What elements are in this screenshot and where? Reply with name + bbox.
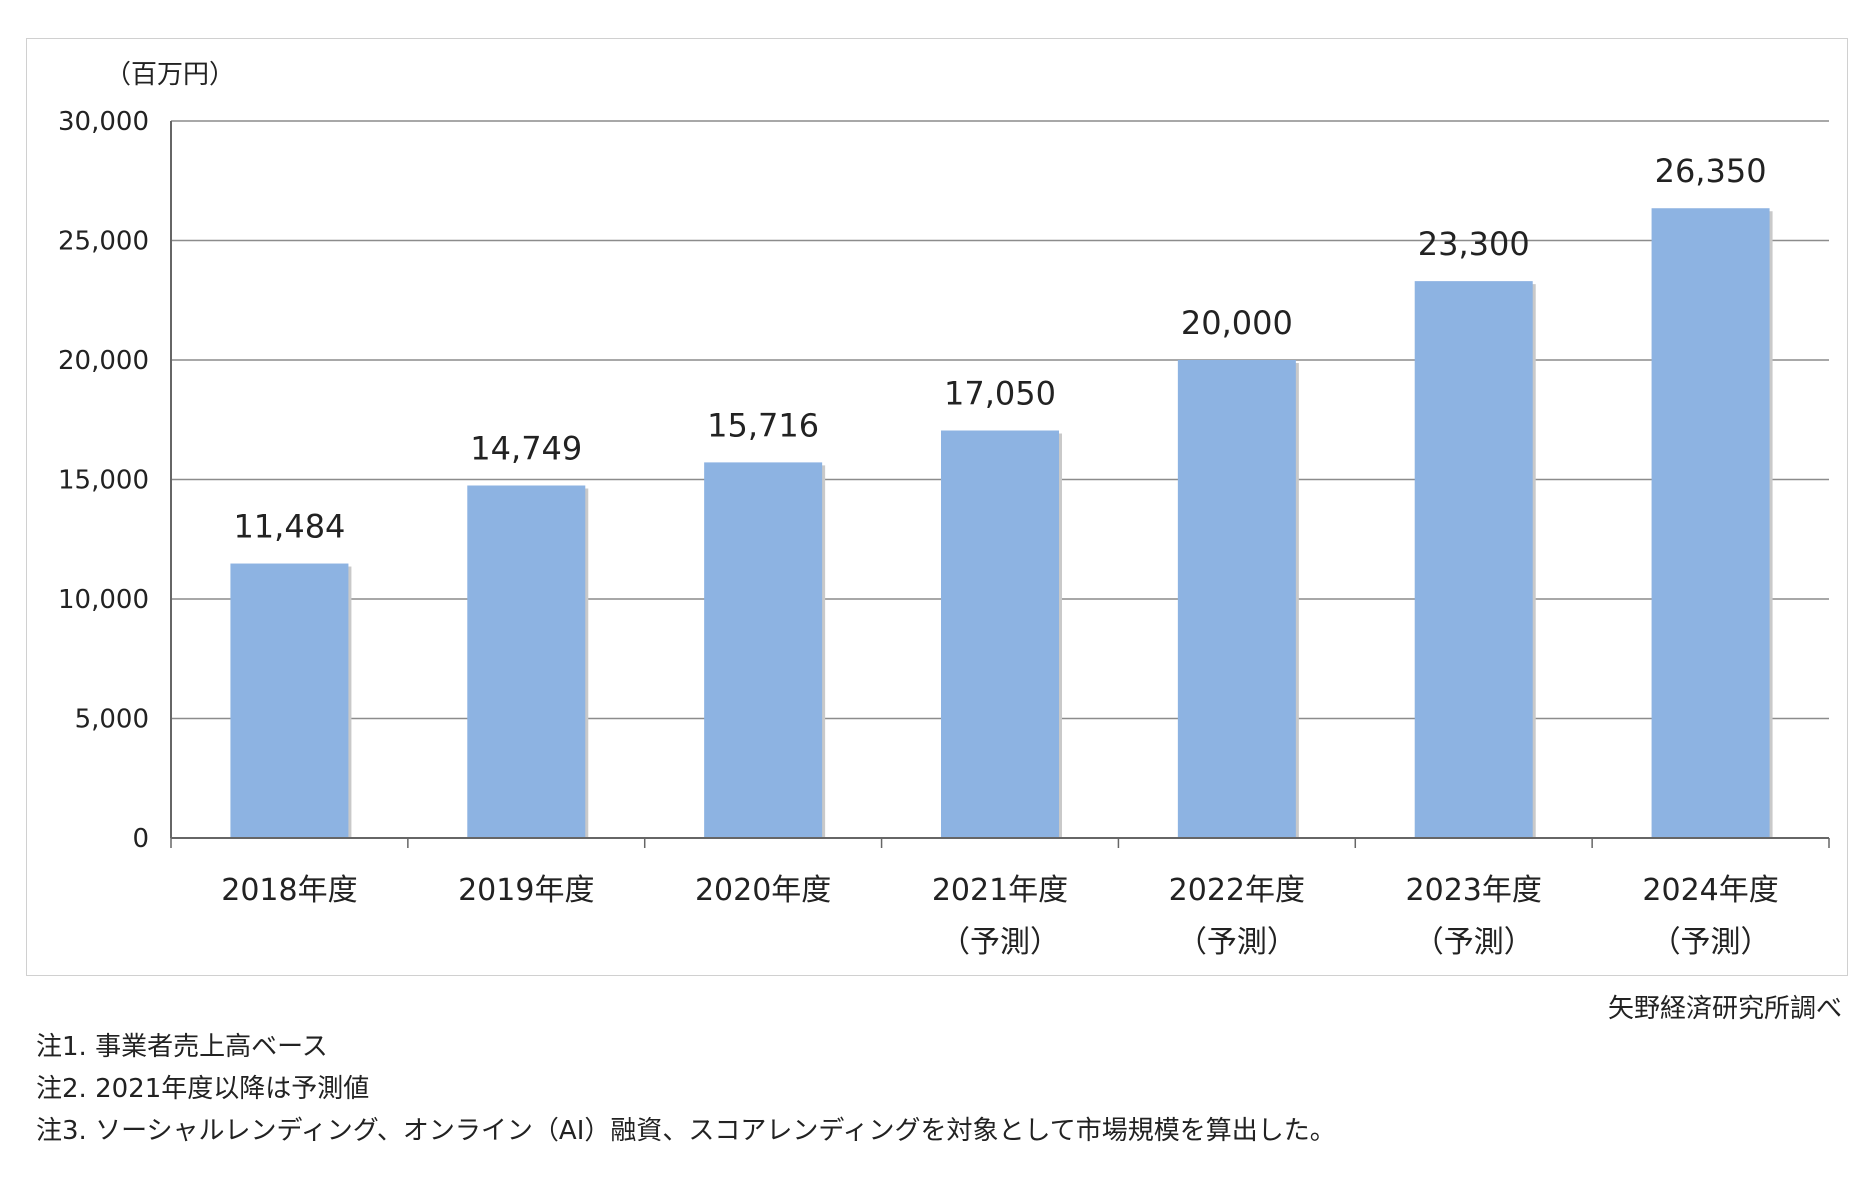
bar <box>1651 208 1770 839</box>
data-label: 15,716 <box>707 406 819 444</box>
data-label: 26,350 <box>1655 152 1767 190</box>
data-label: 23,300 <box>1418 225 1530 263</box>
data-label: 17,050 <box>944 375 1056 413</box>
bar-chart: 0 5,000 10,000 15,000 20,000 25,000 30,000 （百万円… <box>58 60 1830 960</box>
note-3: 注3. ソーシャルレンディング、オンライン（AI）融資、スコアレンディングを対象… <box>36 1116 1336 1146</box>
x-tick-label: （予測） <box>1651 925 1771 960</box>
x-tick-label: 2021年度 <box>932 873 1068 908</box>
x-tick-label: 2019年度 <box>458 873 594 908</box>
bar <box>1177 360 1296 838</box>
x-tick-label: （予測） <box>940 925 1060 960</box>
y-axis-unit: （百万円） <box>105 60 235 90</box>
x-tick-label: 2024年度 <box>1642 873 1778 908</box>
source-credit: 矢野経済研究所調べ <box>1607 994 1842 1024</box>
x-tick-label: 2020年度 <box>695 873 831 908</box>
y-tick-label: 10,000 <box>58 585 149 615</box>
chart-frame: 0 5,000 10,000 15,000 20,000 25,000 30,000 （百万円… <box>26 38 1848 976</box>
y-tick-label: 0 <box>132 824 149 854</box>
bar <box>941 430 1059 838</box>
note-2: 注2. 2021年度以降は予測値 <box>36 1074 370 1104</box>
data-label: 20,000 <box>1181 304 1293 342</box>
bar <box>704 462 823 838</box>
x-tick-label: 2023年度 <box>1406 873 1542 908</box>
y-tick-label: 30,000 <box>58 107 149 137</box>
x-tick-label: 2022年度 <box>1169 873 1305 908</box>
x-tick-label: （予測） <box>1414 925 1534 960</box>
bar <box>467 485 586 838</box>
y-tick-label: 15,000 <box>58 466 149 496</box>
note-1: 注1. 事業者売上高ベース <box>36 1032 328 1062</box>
x-tick-label: （予測） <box>1177 925 1297 960</box>
x-tick-label: 2018年度 <box>221 873 357 908</box>
y-tick-label: 20,000 <box>58 346 149 376</box>
bar <box>230 563 349 838</box>
y-tick-label: 5,000 <box>75 705 149 735</box>
data-label: 14,749 <box>470 429 582 467</box>
bar <box>1414 281 1533 838</box>
data-label: 11,484 <box>233 508 345 546</box>
y-tick-label: 25,000 <box>58 227 149 257</box>
notes: 注1. 事業者売上高ベース 注2. 2021年度以降は予測値 注3. ソーシャル… <box>36 1026 1336 1152</box>
